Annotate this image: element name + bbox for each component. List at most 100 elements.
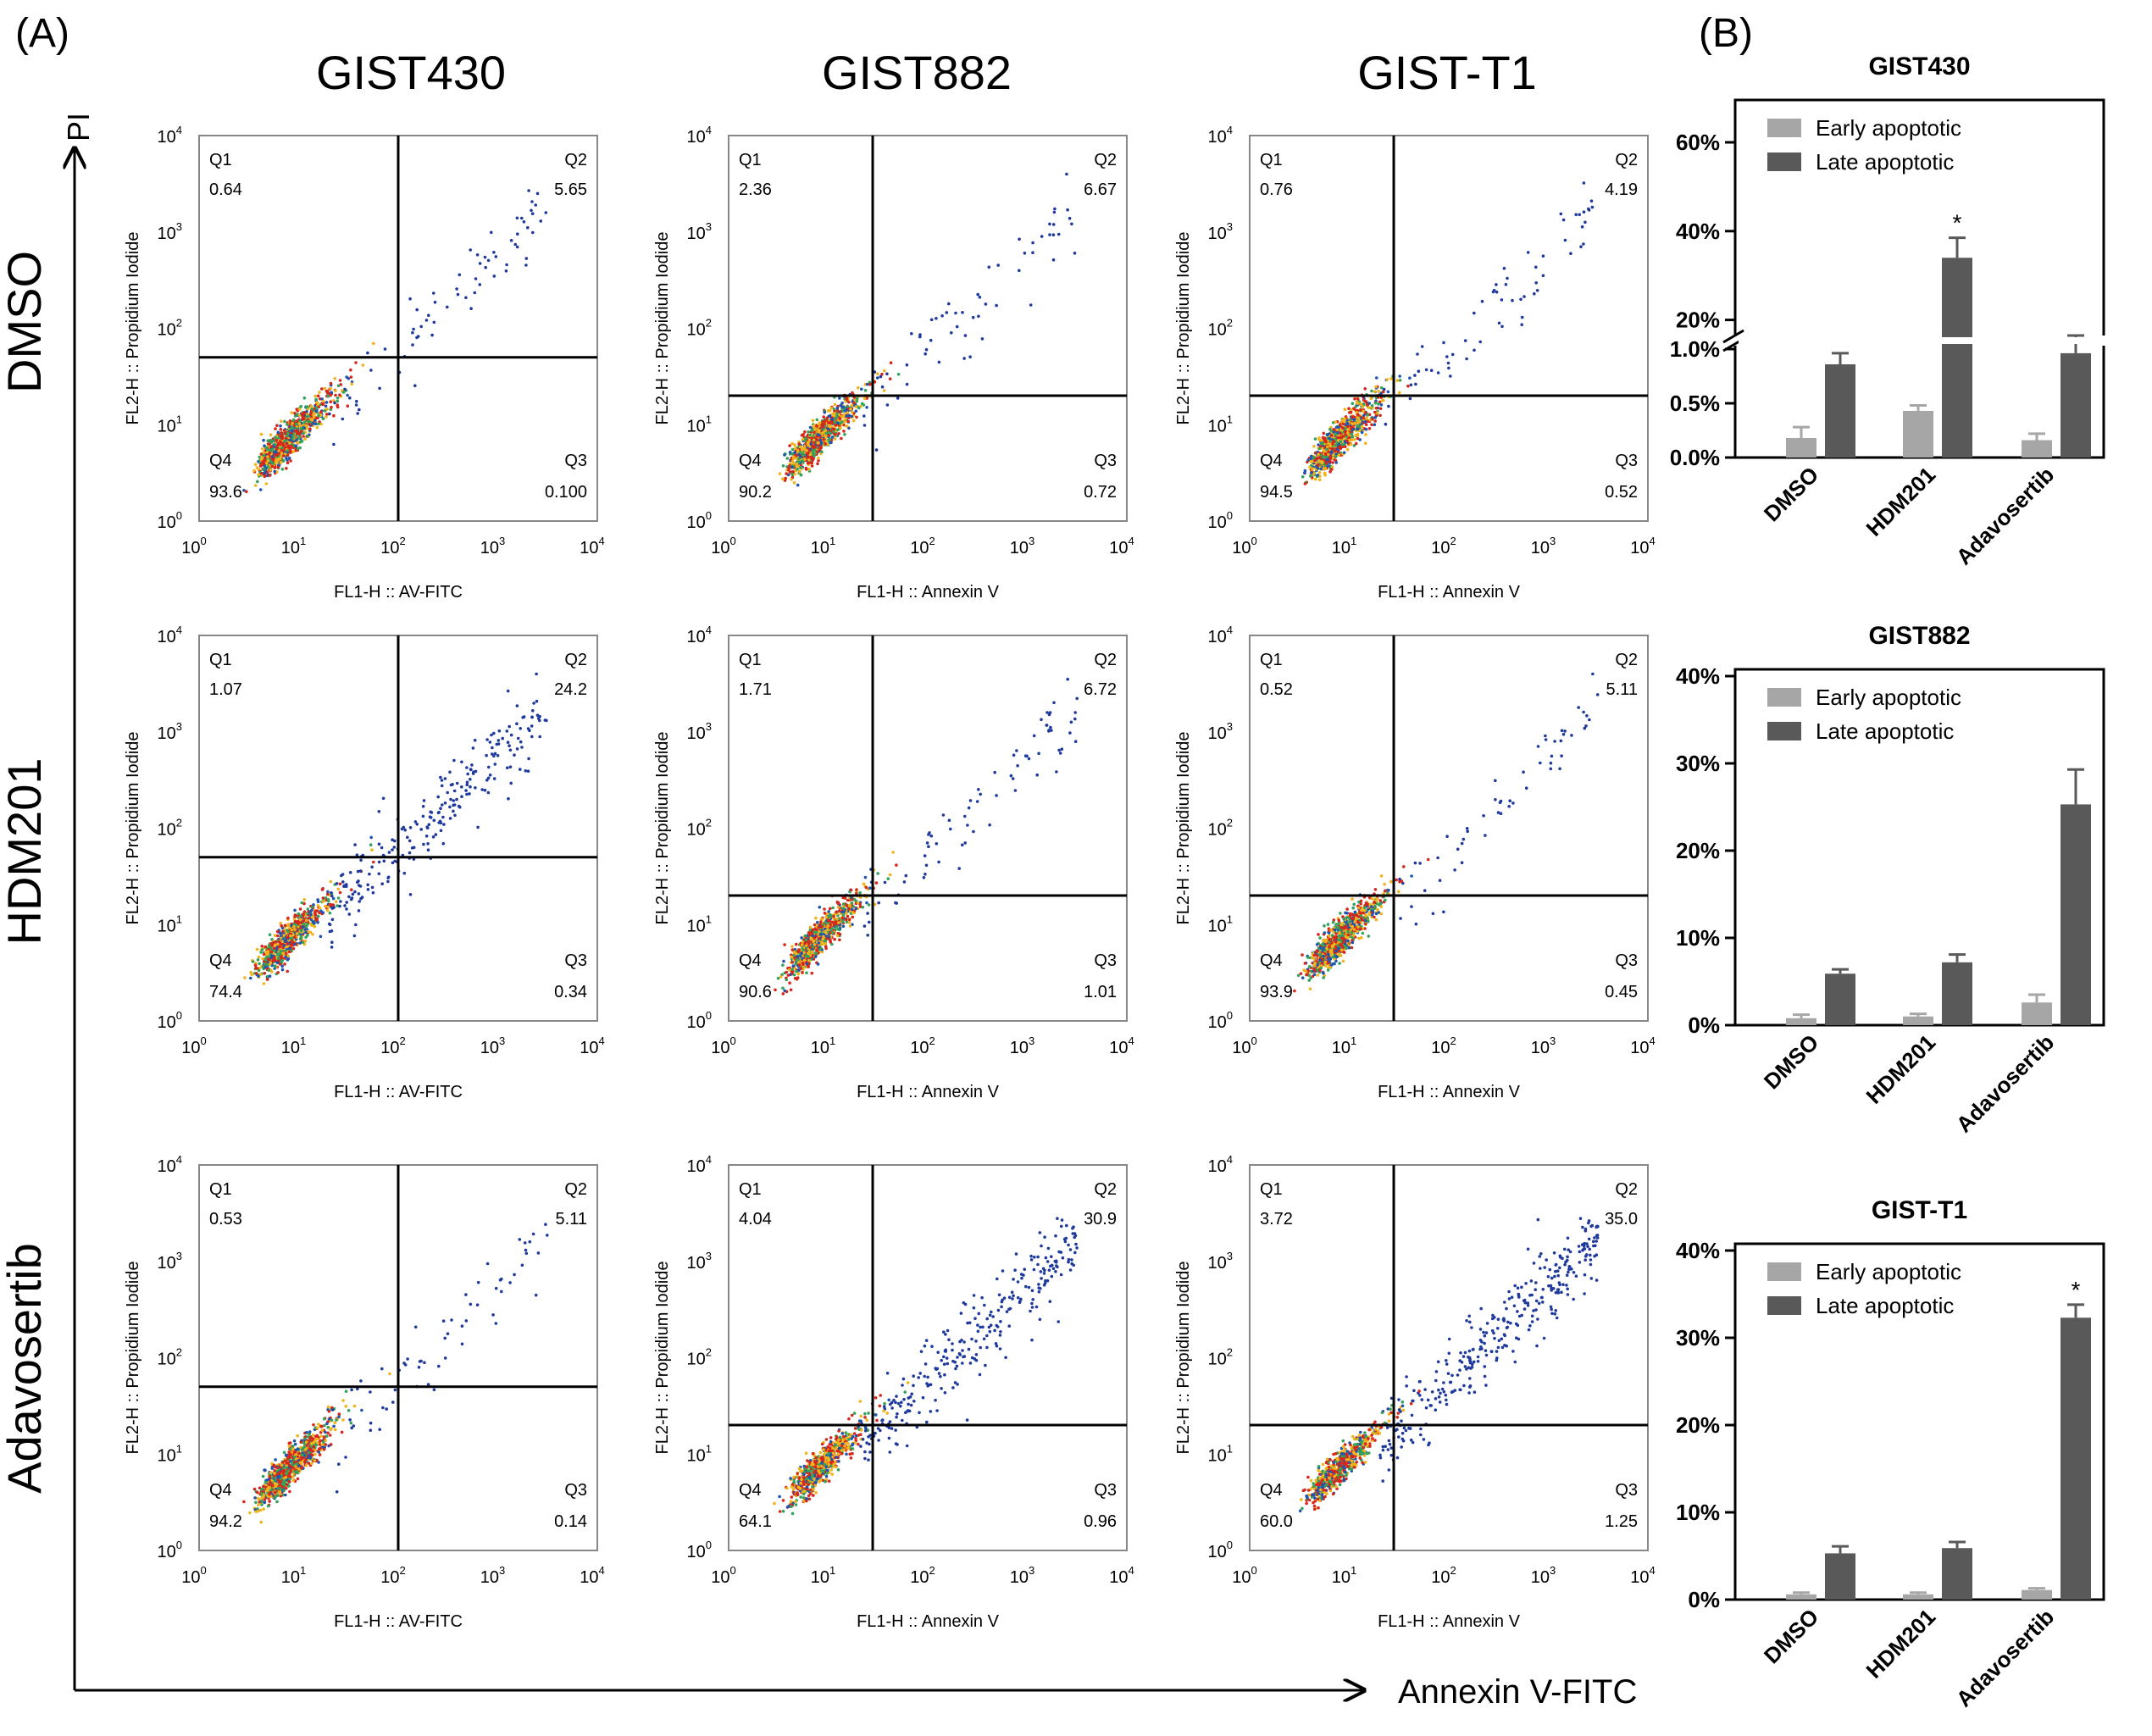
event-dot	[812, 946, 815, 949]
event-dot	[1059, 752, 1062, 755]
x-tick-label: 101	[811, 1034, 835, 1057]
event-dot	[435, 833, 438, 836]
y-tick-label: 101	[1208, 413, 1233, 435]
event-dot	[507, 744, 511, 747]
event-dot	[286, 423, 289, 426]
event-dot	[1533, 292, 1536, 296]
event-dot	[283, 962, 286, 966]
event-dot	[308, 427, 312, 430]
event-dot	[314, 423, 318, 426]
quadrant-label-q1: Q1	[739, 651, 762, 669]
event-dot	[380, 846, 384, 850]
event-dot	[1505, 283, 1508, 286]
event-dot	[288, 951, 291, 954]
event-dot	[302, 435, 305, 438]
event-dot	[1521, 316, 1524, 319]
y-tick-exponent: 2	[706, 817, 712, 829]
event-dot	[812, 445, 815, 448]
event-dot	[267, 950, 270, 953]
x-tick-label: 102	[380, 535, 405, 557]
event-dot	[269, 441, 273, 445]
quadrant-value-q1: 1.07	[209, 680, 242, 699]
event-dot	[781, 963, 785, 967]
event-dot	[437, 811, 441, 814]
event-dot	[286, 917, 290, 920]
event-dot	[838, 939, 841, 942]
flow-plots: Q10.64Q25.65Q30.100Q493.6100100101101102…	[124, 124, 1656, 1631]
event-dot	[1356, 437, 1360, 441]
event-dot	[274, 964, 277, 968]
event-dot	[338, 393, 341, 397]
event-dot	[834, 403, 837, 407]
event-dot	[265, 462, 269, 465]
event-dot	[797, 948, 801, 951]
y-tick-label: 103	[1208, 220, 1233, 243]
quadrant-label-q1: Q1	[1260, 151, 1283, 169]
event-dot	[530, 209, 533, 213]
event-dot	[787, 466, 790, 469]
event-dot	[302, 925, 305, 929]
event-dot	[824, 432, 828, 435]
quadrant-label-q2: Q2	[564, 151, 587, 169]
quadrant-label-q3: Q3	[1615, 452, 1638, 470]
quadrant-label-q2: Q2	[564, 651, 587, 669]
event-dot	[862, 883, 866, 886]
event-dot	[1384, 423, 1388, 426]
event-dot	[281, 468, 285, 471]
x-tick-exponent: 0	[730, 1034, 736, 1047]
quadrant-value-q2: 5.65	[554, 180, 587, 199]
y-tick-exponent: 3	[176, 720, 182, 733]
event-dot	[343, 388, 347, 391]
event-dot	[875, 448, 879, 452]
event-dot	[484, 256, 487, 259]
event-dot	[831, 435, 835, 439]
event-dot	[313, 395, 317, 398]
event-dot	[325, 390, 329, 393]
event-dot	[484, 266, 487, 269]
event-dot	[330, 391, 333, 394]
event-dot	[275, 453, 279, 457]
panel-a-label: (A)	[15, 11, 69, 56]
event-dot	[280, 452, 284, 456]
event-dot	[823, 907, 826, 911]
event-dot	[1301, 475, 1305, 479]
event-dot	[1316, 457, 1319, 460]
event-dot	[310, 924, 313, 928]
event-dot	[818, 930, 821, 934]
event-dot	[530, 200, 534, 203]
event-dot	[516, 747, 519, 751]
x-axis-label: FL1-H :: Annexin V	[857, 583, 1000, 602]
event-dot	[265, 482, 269, 485]
event-dot	[848, 921, 851, 924]
event-dot	[282, 934, 286, 937]
plot-frame	[1250, 136, 1648, 521]
event-dot	[268, 452, 271, 455]
event-dot	[347, 377, 351, 380]
event-dot	[259, 488, 263, 491]
event-dot	[337, 385, 341, 388]
event-dot	[298, 408, 302, 411]
event-dot	[835, 918, 839, 921]
event-dot	[286, 923, 290, 926]
event-dot	[801, 433, 805, 436]
event-dot	[837, 906, 840, 909]
y-tick-label: 104	[158, 124, 182, 147]
y-tick-label: 103	[158, 720, 182, 743]
y-tick-exponent: 3	[706, 220, 712, 233]
event-dot	[979, 296, 982, 299]
event-dot	[348, 912, 352, 916]
event-dot	[330, 880, 333, 884]
event-dot	[277, 466, 280, 469]
event-dot	[359, 885, 363, 888]
event-dot	[865, 406, 868, 409]
event-dot	[1061, 747, 1064, 751]
event-dot	[1357, 417, 1361, 420]
event-dot	[378, 843, 381, 846]
event-dot	[266, 465, 269, 469]
event-dot	[336, 397, 340, 400]
event-dot	[359, 869, 363, 873]
y-tick-label: 100	[158, 509, 182, 532]
event-dot	[809, 461, 813, 464]
event-dot	[309, 931, 313, 935]
event-dot	[972, 830, 975, 834]
